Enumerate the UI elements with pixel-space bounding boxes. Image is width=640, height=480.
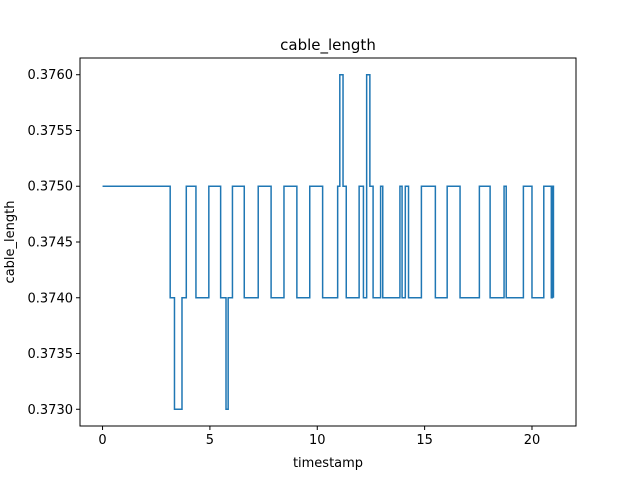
plot-frame — [79, 57, 577, 427]
x-tick-label: 10 — [309, 433, 326, 448]
chart-title: cable_length — [280, 36, 376, 55]
y-tick-label: 0.3745 — [28, 236, 74, 251]
y-tick-label: 0.3760 — [28, 68, 74, 83]
x-axis-ticks: 0 5 10 15 20 — [98, 426, 540, 448]
x-tick-label: 20 — [524, 433, 541, 448]
x-tick-label: 15 — [416, 433, 433, 448]
y-tick-label: 0.3735 — [28, 347, 74, 362]
x-tick-label: 0 — [98, 433, 106, 448]
y-tick-label: 0.3755 — [28, 124, 74, 139]
plot-area — [102, 73, 555, 411]
y-tick-label: 0.3730 — [28, 403, 74, 418]
x-axis-title: timestamp — [293, 456, 363, 471]
y-tick-label: 0.3740 — [28, 291, 74, 306]
x-tick-label: 5 — [206, 433, 214, 448]
y-tick-label: 0.3750 — [28, 180, 74, 195]
y-axis-ticks: 0.3730 0.3735 0.3740 0.3745 0.3750 0.3755 0.37… — [28, 68, 80, 418]
y-axis-title: cable_length — [3, 201, 18, 284]
series-line-0 — [102, 73, 555, 411]
